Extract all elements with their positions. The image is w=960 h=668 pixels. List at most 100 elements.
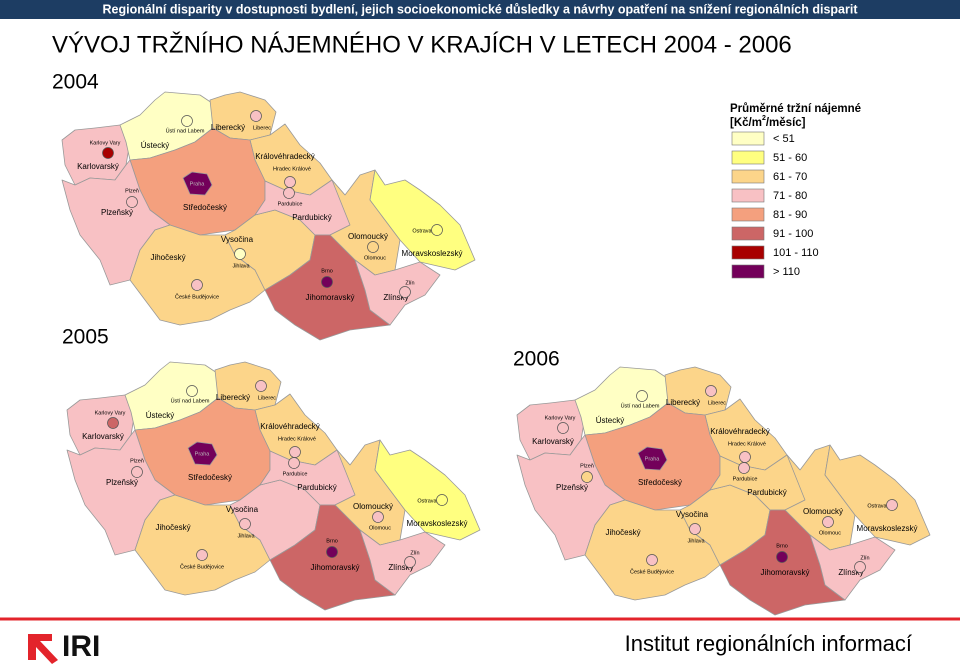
city-label: Pardubice xyxy=(278,201,303,207)
region-label: Plzeňský xyxy=(101,208,133,217)
city-label: Olomouc xyxy=(364,255,386,261)
city-label: Hradec Králové xyxy=(728,441,766,447)
city-marker xyxy=(776,551,788,563)
legend-label: 51 - 60 xyxy=(773,152,807,164)
region-label: Středočeský xyxy=(183,203,227,212)
legend-swatch xyxy=(731,245,765,260)
region-label: Ústecký xyxy=(141,141,169,150)
region-label: Moravskoslezský xyxy=(857,524,918,533)
city-marker xyxy=(689,523,701,535)
region-label: Pardubický xyxy=(297,483,337,492)
legend-label: > 110 xyxy=(773,266,800,278)
region-label: Jihočeský xyxy=(605,528,640,537)
city-label: Liberec xyxy=(258,395,276,401)
region-label: Ústecký xyxy=(596,416,624,425)
city-label: Ústí nad Labem xyxy=(621,402,660,409)
praha-label: Praha xyxy=(195,451,211,457)
city-label: Zlín xyxy=(410,550,419,556)
city-marker xyxy=(557,422,569,434)
legend-swatch xyxy=(731,131,765,146)
region-label: Královéhradecký xyxy=(255,152,315,161)
city-marker xyxy=(404,556,416,568)
city-label: Ostrava xyxy=(867,503,887,509)
region-label: Jihočeský xyxy=(150,253,185,262)
region xyxy=(182,171,213,196)
city-label: Zlín xyxy=(860,555,869,561)
city-marker xyxy=(326,546,338,558)
region-label: Moravskoslezský xyxy=(402,249,463,258)
city-marker xyxy=(636,390,648,402)
city-label: Karlovy Vary xyxy=(90,140,121,146)
city-marker xyxy=(739,451,751,463)
city-label: Jihlava xyxy=(237,533,255,539)
city-label: Brno xyxy=(776,543,788,549)
region xyxy=(359,529,446,596)
region-label: Karlovarský xyxy=(532,437,574,446)
city-marker xyxy=(431,224,443,236)
title: VÝVOJ TRŽNÍHO NÁJEMNÉHO V KRAJÍCH V LETE… xyxy=(52,31,792,58)
legend-swatch xyxy=(731,264,765,279)
unit-sup: 2 xyxy=(762,115,766,122)
map-year: 2004 xyxy=(52,71,99,94)
city-label: České Budějovice xyxy=(180,563,224,570)
city-marker xyxy=(102,147,114,159)
region-label: Královéhradecký xyxy=(710,427,770,436)
region-label: Pardubický xyxy=(747,488,787,497)
region-label: Liberecký xyxy=(216,393,250,402)
legend-label: 91 - 100 xyxy=(773,228,813,240)
region-label: Olomoucký xyxy=(353,502,393,511)
region-label: Karlovarský xyxy=(82,432,124,441)
region-label: Středočeský xyxy=(638,478,682,487)
city-marker xyxy=(239,518,251,530)
city-label: Plzeň xyxy=(130,458,144,464)
region xyxy=(584,499,721,601)
city-label: České Budějovice xyxy=(175,293,219,300)
legend-swatch xyxy=(731,169,765,184)
region-label: Jihočeský xyxy=(155,523,190,532)
map-year: 2006 xyxy=(513,348,560,371)
city-marker xyxy=(191,279,203,291)
map: Karlovarský Ústecký Liberecký Královéhradec… xyxy=(61,91,476,341)
city-label: Olomouc xyxy=(369,525,391,531)
city-marker xyxy=(284,176,296,188)
legend-label: < 51 xyxy=(773,133,795,145)
city-label: Plzeň xyxy=(580,463,594,469)
region-label: Moravskoslezský xyxy=(407,519,468,528)
city-marker xyxy=(581,471,593,483)
city-label: Ostrava xyxy=(412,228,432,234)
city-label: Zlín xyxy=(405,280,414,286)
legend-label: 81 - 90 xyxy=(773,209,807,221)
legend-label: 101 - 110 xyxy=(773,247,819,259)
region xyxy=(637,446,668,471)
region xyxy=(809,534,896,601)
logo: IRI xyxy=(28,630,100,664)
header-bar xyxy=(0,0,960,19)
region-label: Královéhradecký xyxy=(260,422,320,431)
region xyxy=(369,169,476,271)
city-marker xyxy=(234,248,246,260)
region xyxy=(354,259,441,326)
legend-swatch xyxy=(731,188,765,203)
city-label: Plzeň xyxy=(125,188,139,194)
city-marker xyxy=(196,549,208,561)
footer-text: Institut regionálních informací xyxy=(625,631,912,656)
city-marker xyxy=(436,494,448,506)
city-label: Karlovy Vary xyxy=(545,415,576,421)
city-marker xyxy=(250,110,262,122)
city-label: Liberec xyxy=(253,125,271,131)
region xyxy=(129,224,266,326)
city-marker xyxy=(126,196,138,208)
legend-swatch xyxy=(731,207,765,222)
region-label: Jihomoravský xyxy=(306,293,355,302)
region xyxy=(187,441,218,466)
city-marker xyxy=(886,499,898,511)
region xyxy=(824,444,931,546)
city-label: Ostrava xyxy=(417,498,437,504)
city-marker xyxy=(646,554,658,566)
city-marker xyxy=(289,446,301,458)
region-label: Plzeňský xyxy=(106,478,138,487)
region-label: Olomoucký xyxy=(348,232,388,241)
city-marker xyxy=(186,385,198,397)
city-marker xyxy=(372,511,384,523)
city-label: Brno xyxy=(321,268,333,274)
